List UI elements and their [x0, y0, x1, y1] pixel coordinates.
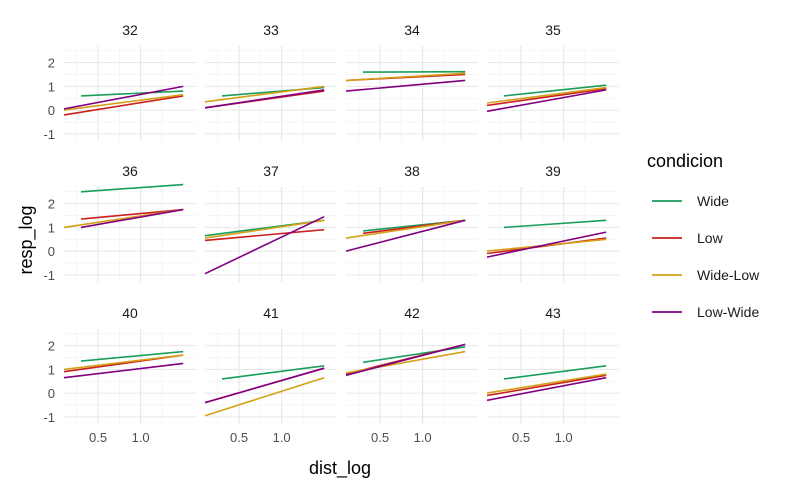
y-axis-title: resp_log: [16, 205, 37, 274]
legend-label: Wide: [697, 193, 729, 209]
panel-strip-label: 36: [122, 163, 138, 179]
panel-strip-label: 32: [122, 22, 138, 38]
series-line-wide-low: [204, 376, 325, 417]
y-tick-label: 2: [48, 56, 55, 71]
legend: condicion Wide Low Wide-Low Low-Wide: [647, 151, 760, 320]
panel-strip-label: 41: [263, 305, 279, 321]
x-tick-label: 1.0: [273, 430, 291, 445]
legend-item-low-wide: Low-Wide: [652, 304, 759, 320]
panel-strip-label: 33: [263, 22, 279, 38]
panel-strip-label: 40: [122, 305, 138, 321]
series-line-low: [63, 95, 184, 116]
panel-34: 34: [345, 22, 478, 141]
series-line-low: [486, 374, 607, 397]
x-tick-label: 0.5: [371, 430, 389, 445]
series-line-low-wide: [63, 362, 184, 379]
panel-strip-label: 34: [404, 22, 420, 38]
legend-item-wide-low: Wide-Low: [652, 267, 760, 283]
series-line-low-wide: [345, 79, 466, 92]
legend-label: Low: [697, 230, 724, 246]
panel-35: 35: [486, 22, 619, 141]
panel-36: 36: [63, 163, 196, 282]
x-tick-label: 0.5: [230, 430, 248, 445]
legend-item-low: Low: [652, 230, 724, 246]
series-line-wide-low: [486, 86, 607, 104]
x-axis-title: dist_log: [309, 458, 371, 479]
panel-strip-label: 35: [545, 22, 561, 38]
series-line-wide: [503, 219, 607, 229]
series-line-low-wide: [486, 376, 607, 402]
x-tick-label: 1.0: [414, 430, 432, 445]
y-tick-label: 1: [48, 79, 55, 94]
legend-title: condicion: [647, 151, 723, 171]
series-line-wide-low: [345, 72, 466, 82]
series-line-wide-low: [63, 93, 184, 111]
panel-40: 40: [63, 305, 196, 424]
series-line-low: [80, 208, 184, 220]
series-line-low: [486, 87, 607, 107]
series-line-wide: [80, 183, 184, 193]
panel-37: 37: [204, 163, 337, 282]
series-line-low-wide: [204, 89, 325, 109]
series-line-wide-low: [204, 85, 325, 103]
x-tick-label: 1.0: [132, 430, 150, 445]
series-line-low: [204, 228, 325, 242]
series-line-wide-low: [486, 373, 607, 394]
panel-strip-label: 42: [404, 305, 420, 321]
series-line-low-wide: [63, 85, 184, 110]
x-tick-label: 1.0: [555, 430, 573, 445]
axes-layer: -1 0 1 2 -1 0 1 2 -1 0 1 2 0.5 1.0 0.5 1.0 0.5 1.0 0.5 1.0: [43, 56, 572, 445]
y-tick-label: -1: [43, 127, 55, 142]
series-line-wide-low: [63, 354, 184, 371]
y-tick-label: -1: [43, 268, 55, 283]
panel-38: 38: [345, 163, 478, 282]
y-tick-label: 1: [48, 362, 55, 377]
y-tick-label: 2: [48, 197, 55, 212]
series-line-low-wide: [486, 89, 607, 113]
panels-layer: 32 33 34 35 36 37 38 39 40 41 42 43: [63, 22, 619, 424]
legend-label: Wide-Low: [697, 267, 760, 283]
series-line-wide: [80, 350, 184, 362]
x-tick-label: 0.5: [512, 430, 530, 445]
panel-39: 39: [486, 163, 619, 282]
y-tick-label: 0: [48, 386, 55, 401]
series-line-wide: [80, 90, 184, 97]
y-tick-label: 0: [48, 103, 55, 118]
series-line-wide-low: [345, 219, 466, 239]
series-line-low-wide: [345, 343, 466, 377]
series-line-wide: [503, 365, 607, 380]
series-line-low-wide: [204, 367, 325, 404]
panel-43: 43: [486, 305, 619, 424]
series-line-wide: [503, 84, 607, 97]
series-line-low-wide: [345, 219, 466, 252]
panel-33: 33: [204, 22, 337, 141]
panel-42: 42: [345, 305, 478, 424]
series-line-wide-low: [204, 219, 325, 239]
y-tick-label: 2: [48, 339, 55, 354]
series-line-wide: [221, 365, 325, 380]
y-tick-label: 0: [48, 244, 55, 259]
panel-strip-label: 37: [263, 163, 279, 179]
panel-32: 32: [63, 22, 196, 141]
series-line-low-wide: [486, 231, 607, 258]
series-line-low-wide: [80, 208, 184, 229]
y-tick-label: -1: [43, 410, 55, 425]
y-tick-label: 1: [48, 220, 55, 235]
series-line-low-wide: [204, 215, 325, 275]
panel-strip-label: 43: [545, 305, 561, 321]
legend-item-wide: Wide: [652, 193, 729, 209]
panel-strip-label: 39: [545, 163, 561, 179]
legend-label: Low-Wide: [697, 304, 759, 320]
panel-strip-label: 38: [404, 163, 420, 179]
panel-41: 41: [204, 305, 337, 424]
x-tick-label: 0.5: [89, 430, 107, 445]
